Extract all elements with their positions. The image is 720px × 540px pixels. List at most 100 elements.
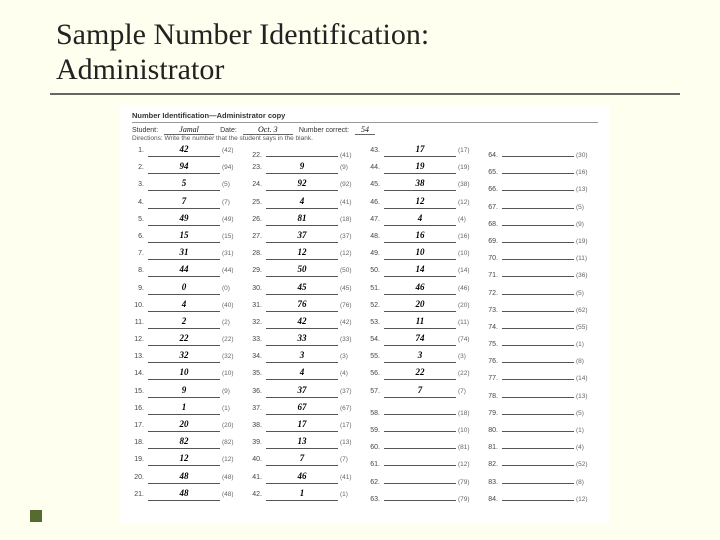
row-key: (9) [576, 221, 598, 228]
row-answer [384, 437, 456, 449]
row-key: (48) [222, 474, 244, 481]
row-answer: 46 [266, 472, 338, 484]
row-answer: 3 [266, 351, 338, 363]
row-key: (44) [222, 267, 244, 274]
row-key: (19) [576, 238, 598, 245]
row-number: 50. [368, 267, 382, 274]
worksheet-row: 58.(18) [368, 403, 480, 420]
row-key: (79) [458, 496, 480, 503]
row-key: (55) [576, 324, 598, 331]
worksheet-row: 44.19(19) [368, 162, 480, 179]
row-answer: 42 [148, 145, 220, 157]
row-key: (82) [222, 439, 244, 446]
row-number: 60. [368, 444, 382, 451]
row-number: 26. [250, 216, 264, 223]
row-number: 59. [368, 427, 382, 434]
row-number: 13. [132, 353, 146, 360]
row-key: (17) [458, 147, 480, 154]
row-number: 46. [368, 199, 382, 206]
row-answer [384, 454, 456, 466]
worksheet-row: 59.(10) [368, 420, 480, 437]
row-number: 27. [250, 233, 264, 240]
row-key: (16) [458, 233, 480, 240]
row-number: 7. [132, 250, 146, 257]
row-answer: 0 [148, 283, 220, 295]
row-answer [502, 351, 574, 363]
worksheet-row: 72.(5) [486, 283, 598, 300]
worksheet-row: 30.45(45) [250, 283, 362, 300]
row-key: (12) [458, 461, 480, 468]
row-key: (40) [222, 302, 244, 309]
row-answer: 37 [266, 231, 338, 243]
worksheet-row: 45.38(38) [368, 179, 480, 196]
row-key: (49) [222, 216, 244, 223]
worksheet-row: 64.(30) [486, 145, 598, 162]
worksheet-row: 79.(5) [486, 403, 598, 420]
worksheet-row: 78.(13) [486, 386, 598, 403]
row-answer: 82 [148, 437, 220, 449]
row-key: (13) [340, 439, 362, 446]
worksheet-row: 31.76(76) [250, 300, 362, 317]
row-key: (18) [340, 216, 362, 223]
worksheet-column: 43.17(17)44.19(19)45.38(38)46.12(12)47.4… [368, 145, 480, 506]
row-number: 32. [250, 319, 264, 326]
row-answer: 92 [266, 179, 338, 191]
worksheet-row: 24.92(92) [250, 179, 362, 196]
row-answer [502, 437, 574, 449]
worksheet-row: 65.(16) [486, 162, 598, 179]
row-key: (13) [576, 393, 598, 400]
row-key: (45) [340, 285, 362, 292]
worksheet-row: 73.(62) [486, 300, 598, 317]
worksheet-row: 63.(79) [368, 489, 480, 506]
worksheet-row: 62.(79) [368, 472, 480, 489]
row-number: 58. [368, 410, 382, 417]
row-key: (5) [576, 290, 598, 297]
row-number: 14. [132, 370, 146, 377]
worksheet-row: 38.17(17) [250, 420, 362, 437]
row-key: (7) [458, 388, 480, 395]
row-answer: 4 [266, 197, 338, 209]
worksheet-row: 46.12(12) [368, 197, 480, 214]
row-answer: 9 [148, 386, 220, 398]
worksheet-row: 61.(12) [368, 454, 480, 471]
row-answer: 4 [384, 214, 456, 226]
row-answer: 67 [266, 403, 338, 415]
row-number: 33. [250, 336, 264, 343]
row-answer [502, 179, 574, 191]
worksheet-row: 76.(8) [486, 351, 598, 368]
worksheet-row: 16.1(1) [132, 403, 244, 420]
row-key: (79) [458, 479, 480, 486]
row-number: 82. [486, 461, 500, 468]
row-number: 77. [486, 375, 500, 382]
row-answer: 38 [384, 179, 456, 191]
row-key: (11) [458, 319, 480, 326]
row-key: (41) [340, 474, 362, 481]
row-number: 19. [132, 456, 146, 463]
worksheet-columns: 1.42(42)2.94(94)3.5(5)4.7(7)5.49(49)6.15… [132, 145, 598, 506]
row-key: (10) [222, 370, 244, 377]
row-key: (1) [222, 405, 244, 412]
row-number: 71. [486, 272, 500, 279]
title-line-2: Administrator [56, 53, 680, 88]
row-number: 43. [368, 147, 382, 154]
worksheet-row: 34.3(3) [250, 351, 362, 368]
worksheet-row: 56.22(22) [368, 368, 480, 385]
row-answer: 4 [266, 368, 338, 380]
worksheet-row: 68.(9) [486, 214, 598, 231]
worksheet-column: 1.42(42)2.94(94)3.5(5)4.7(7)5.49(49)6.15… [132, 145, 244, 506]
row-answer: 48 [148, 472, 220, 484]
worksheet-row: 42.1(1) [250, 489, 362, 506]
row-answer [502, 317, 574, 329]
worksheet-row: 40.7(7) [250, 454, 362, 471]
row-key: (2) [222, 319, 244, 326]
worksheet-row: 5.49(49) [132, 214, 244, 231]
row-answer: 4 [148, 300, 220, 312]
row-key: (30) [576, 152, 598, 159]
row-key: (41) [340, 199, 362, 206]
row-answer: 7 [148, 197, 220, 209]
row-answer: 17 [266, 420, 338, 432]
row-number: 12. [132, 336, 146, 343]
worksheet-row: 33.33(33) [250, 334, 362, 351]
row-number: 83. [486, 479, 500, 486]
accent-square-icon [30, 510, 42, 522]
